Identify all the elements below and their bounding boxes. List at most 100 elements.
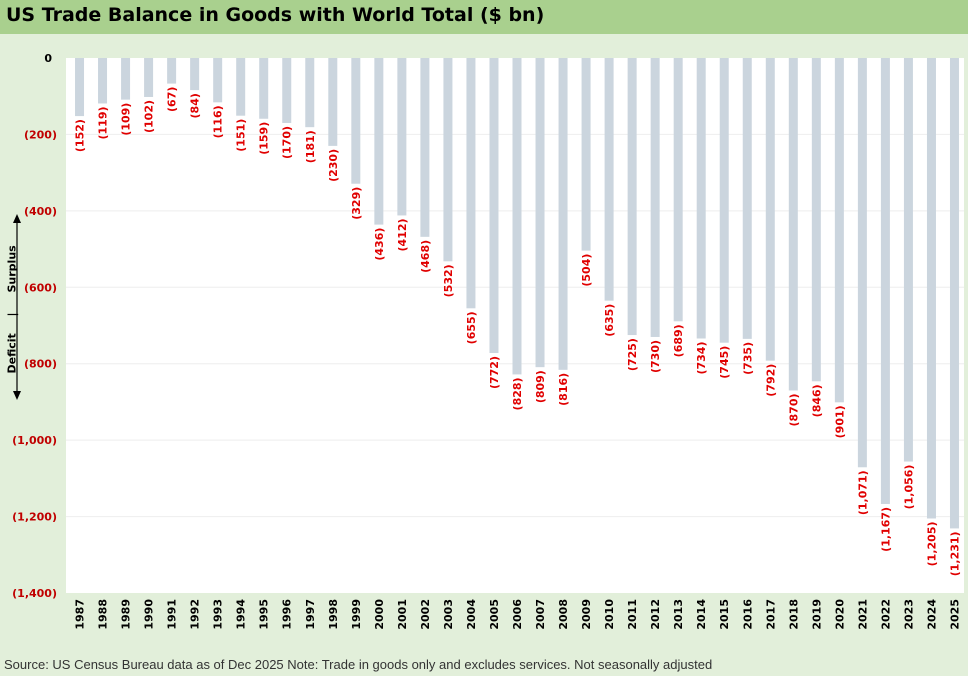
footer-note: Source: US Census Bureau data as of Dec … [4,657,713,672]
surplus-deficit-arrow [13,214,21,400]
bar [811,58,821,382]
x-tick-label: 1999 [350,599,363,630]
bar [558,58,568,370]
x-tick-label: 2022 [879,599,892,630]
x-tick-label: 2020 [833,599,846,630]
bar [236,58,246,116]
data-label: (655) [465,311,478,344]
data-label: (67) [166,87,179,112]
bar [374,58,384,225]
bar [98,58,108,104]
x-tick-label: 1992 [189,599,202,630]
data-label: (792) [764,364,777,397]
x-tick-label: 2002 [419,599,432,630]
x-tick-label: 2005 [488,599,501,630]
bar [397,58,407,216]
x-tick-label: 2000 [373,599,386,630]
x-tick-label: 2021 [856,599,869,630]
data-label: (412) [396,218,409,251]
x-tick-label: 1994 [235,599,248,630]
bar [696,58,706,339]
data-label: (151) [235,119,248,152]
data-label: (870) [787,393,800,426]
bar [420,58,430,237]
x-tick-label: 1988 [97,599,110,630]
x-tick-label: 2014 [695,599,708,630]
bar [259,58,269,119]
x-tick-label: 1989 [120,599,133,630]
bar [857,58,867,468]
bar-chart: 0 (200) (400) (600) (800) (1,000) (1,200) (1,40… [12,52,964,630]
bar [75,58,85,117]
data-label: (119) [97,106,110,139]
data-label: (1,231) [948,531,961,576]
x-tick-label: 1995 [258,599,271,630]
bar [351,58,361,184]
title-bar: US Trade Balance in Goods with World Tot… [0,0,968,34]
x-tick-label: 1996 [281,599,294,630]
x-tick-label: 1998 [327,599,340,630]
y-tick-label: (800) [24,358,57,371]
data-label: (809) [534,370,547,403]
bar [581,58,591,251]
data-label: (84) [189,93,202,118]
x-tick-label: 2013 [672,599,685,630]
chart-title: US Trade Balance in Goods with World Tot… [6,4,545,26]
bar [535,58,545,368]
data-label: (159) [258,122,271,155]
data-label: (102) [143,100,156,133]
data-label: (1,056) [902,465,915,510]
data-label: (846) [810,384,823,417]
bar [650,58,660,337]
x-tick-label: 2012 [649,599,662,630]
bar [627,58,637,336]
x-tick-label: 2024 [925,599,938,630]
y-tick-label: (1,000) [12,434,57,447]
data-label: (635) [603,304,616,337]
x-tick-label: 2019 [810,599,823,630]
bar [834,58,844,403]
x-tick-label: 2017 [764,599,777,630]
bar [466,58,476,309]
data-label: (816) [557,373,570,406]
bar [719,58,729,343]
bar [282,58,292,123]
x-tick-label: 1993 [212,599,225,630]
y-tick-label: (1,200) [12,511,57,524]
x-tick-label: 2015 [718,599,731,630]
y-tick-label: (600) [24,281,57,294]
data-label: (689) [672,324,685,357]
data-label: (772) [488,356,501,389]
x-tick-label: 2023 [902,599,915,630]
x-tick-label: 1990 [143,599,156,630]
x-tick-label: 2009 [580,599,593,630]
bar [604,58,614,301]
data-label: (181) [304,130,317,163]
y-tick-label: (200) [24,128,57,141]
bar [167,58,177,84]
x-tick-label: 1991 [166,599,179,630]
bar [144,58,154,97]
bar [949,58,959,529]
x-tick-label: 2007 [534,599,547,630]
bar [903,58,913,462]
bar [213,58,223,103]
x-tick-label: 1997 [304,599,317,630]
data-label: (170) [281,126,294,159]
x-tick-label: 2018 [787,599,800,630]
x-tick-label: 2016 [741,599,754,630]
data-label: (735) [741,342,754,375]
x-tick-label: 2008 [557,599,570,630]
bar [765,58,775,361]
y-tick-label: (1,400) [12,587,57,600]
y-tick-label: 0 [44,52,52,65]
data-label: (734) [695,341,708,374]
data-label: (504) [580,254,593,287]
bar [512,58,522,375]
data-label: (109) [120,103,133,136]
bar [742,58,752,339]
bar [673,58,683,322]
bar [190,58,200,91]
surplus-deficit-annotation: Surplus | Deficit [0,212,40,402]
x-tick-label: 2006 [511,599,524,630]
